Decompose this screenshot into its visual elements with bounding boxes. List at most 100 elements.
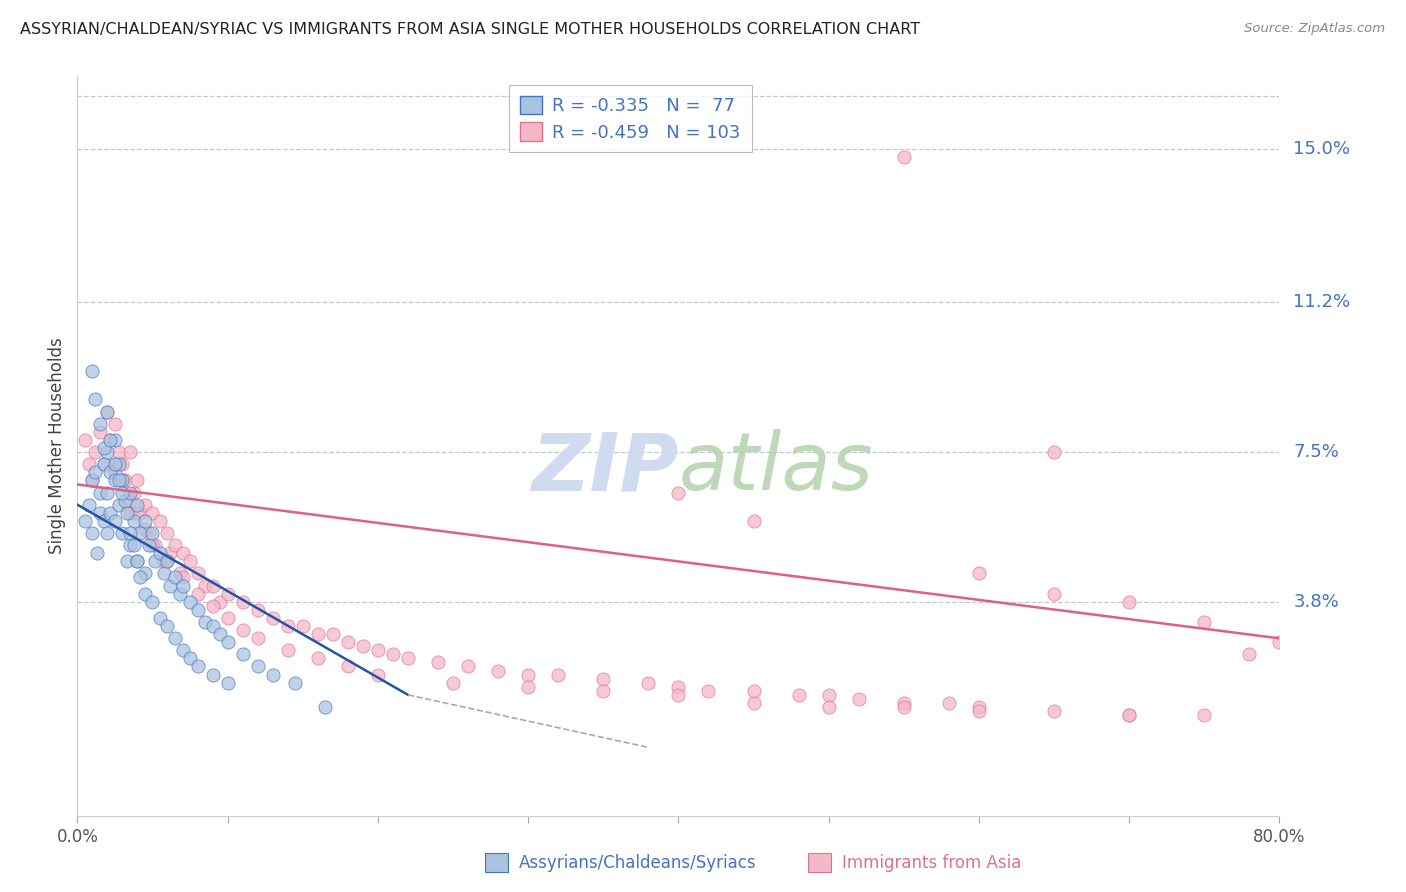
Point bbox=[262, 611, 284, 625]
Point bbox=[115, 506, 138, 520]
Point bbox=[1043, 704, 1066, 718]
Point bbox=[82, 364, 104, 378]
Point bbox=[96, 485, 118, 500]
Point bbox=[186, 603, 209, 617]
Point bbox=[138, 538, 160, 552]
Point bbox=[89, 506, 111, 520]
Point bbox=[186, 566, 209, 581]
Text: 15.0%: 15.0% bbox=[1294, 140, 1350, 158]
Point bbox=[124, 514, 146, 528]
Point bbox=[194, 578, 217, 592]
Point bbox=[156, 554, 179, 568]
Text: ZIP: ZIP bbox=[531, 429, 679, 508]
Point bbox=[141, 538, 163, 552]
Point bbox=[141, 526, 163, 541]
Point bbox=[592, 672, 614, 686]
Point bbox=[138, 526, 160, 541]
Point bbox=[172, 578, 194, 592]
Point bbox=[118, 526, 141, 541]
Point bbox=[96, 404, 118, 418]
Point bbox=[156, 526, 179, 541]
Point bbox=[179, 554, 201, 568]
Point bbox=[307, 651, 329, 665]
Point bbox=[336, 659, 359, 673]
Point bbox=[517, 667, 540, 681]
Text: 3.8%: 3.8% bbox=[1294, 593, 1339, 611]
Point bbox=[1268, 635, 1291, 649]
Point bbox=[104, 457, 127, 471]
Point bbox=[104, 417, 127, 431]
Point bbox=[217, 587, 239, 601]
Point bbox=[232, 595, 254, 609]
Point bbox=[86, 546, 108, 560]
Point bbox=[893, 150, 915, 164]
Point bbox=[246, 659, 269, 673]
Point bbox=[73, 433, 96, 447]
Point bbox=[277, 619, 299, 633]
Point bbox=[1194, 615, 1216, 629]
Point bbox=[441, 675, 464, 690]
Point bbox=[186, 587, 209, 601]
Point bbox=[129, 526, 152, 541]
Point bbox=[547, 667, 569, 681]
Point bbox=[201, 667, 224, 681]
Point bbox=[163, 538, 186, 552]
Point bbox=[1239, 648, 1261, 662]
Point bbox=[96, 526, 118, 541]
Point bbox=[134, 566, 156, 581]
Point bbox=[232, 623, 254, 637]
Point bbox=[114, 474, 136, 488]
Point bbox=[668, 680, 690, 694]
Point bbox=[938, 696, 960, 710]
Point bbox=[179, 651, 201, 665]
Point bbox=[232, 648, 254, 662]
Point bbox=[163, 570, 186, 584]
Point bbox=[336, 635, 359, 649]
Point bbox=[246, 603, 269, 617]
Point bbox=[118, 538, 141, 552]
Point bbox=[153, 554, 176, 568]
Point bbox=[201, 619, 224, 633]
Point bbox=[129, 570, 152, 584]
Point bbox=[127, 554, 149, 568]
Point bbox=[967, 700, 990, 714]
Point bbox=[217, 611, 239, 625]
Point bbox=[307, 627, 329, 641]
Point bbox=[82, 526, 104, 541]
Point bbox=[262, 667, 284, 681]
Point bbox=[96, 445, 118, 459]
Point bbox=[104, 474, 127, 488]
Point bbox=[79, 498, 101, 512]
Point bbox=[314, 700, 336, 714]
Point bbox=[381, 648, 404, 662]
Text: Assyrians/Chaldeans/Syriacs: Assyrians/Chaldeans/Syriacs bbox=[519, 854, 756, 871]
Point bbox=[82, 474, 104, 488]
Point bbox=[145, 554, 167, 568]
Point bbox=[84, 465, 107, 479]
Point bbox=[893, 696, 915, 710]
Point bbox=[93, 457, 115, 471]
Point bbox=[127, 474, 149, 488]
Point bbox=[742, 514, 765, 528]
Point bbox=[194, 615, 217, 629]
Point bbox=[172, 570, 194, 584]
Point bbox=[817, 700, 839, 714]
Point bbox=[89, 417, 111, 431]
Point bbox=[127, 506, 149, 520]
Point bbox=[1043, 587, 1066, 601]
Point bbox=[100, 433, 122, 447]
Point bbox=[93, 441, 115, 455]
Point bbox=[668, 688, 690, 702]
Point bbox=[134, 587, 156, 601]
Point bbox=[111, 526, 134, 541]
Point bbox=[163, 631, 186, 645]
Point bbox=[89, 425, 111, 439]
Point bbox=[134, 498, 156, 512]
Point bbox=[246, 631, 269, 645]
Point bbox=[100, 465, 122, 479]
Point bbox=[100, 506, 122, 520]
Point bbox=[967, 566, 990, 581]
Point bbox=[1118, 708, 1140, 723]
Point bbox=[104, 457, 127, 471]
Point bbox=[201, 578, 224, 592]
